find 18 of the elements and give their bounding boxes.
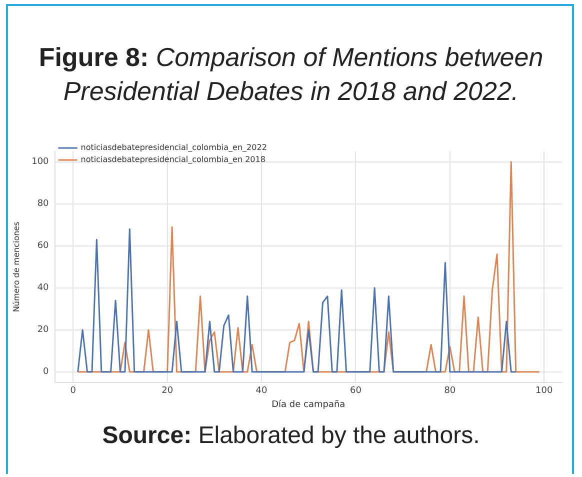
y-tick-label: 60 [37,241,50,252]
y-tick-label: 80 [37,199,50,210]
x-tick-label: 60 [350,386,362,396]
chart-title: Figure 8: Comparison of Mentions between Presidential Debates in 2018 and 2022. [38,42,544,106]
y-axis-title: Número de menciones [12,222,21,312]
source-note: Source: Elaborated by the authors. [101,422,481,450]
legend-label: noticiasdebatepresidencial_colombia_en_2022 [80,143,267,152]
x-tick-label: 20 [162,386,174,396]
y-tick-label: 20 [37,325,50,336]
y-tick-label: 100 [32,157,50,168]
x-tick-label: 0 [70,386,76,396]
y-tick-label: 40 [37,283,50,294]
x-tick-label: 40 [256,386,268,396]
x-tick-label: 80 [444,386,456,396]
x-tick-label: 100 [536,386,553,396]
x-axis-title: Día de campaña [272,398,346,410]
legend-label: noticiasdebatepresidencial_colombia_en 2018 [80,155,266,164]
y-tick-label: 0 [43,367,50,378]
